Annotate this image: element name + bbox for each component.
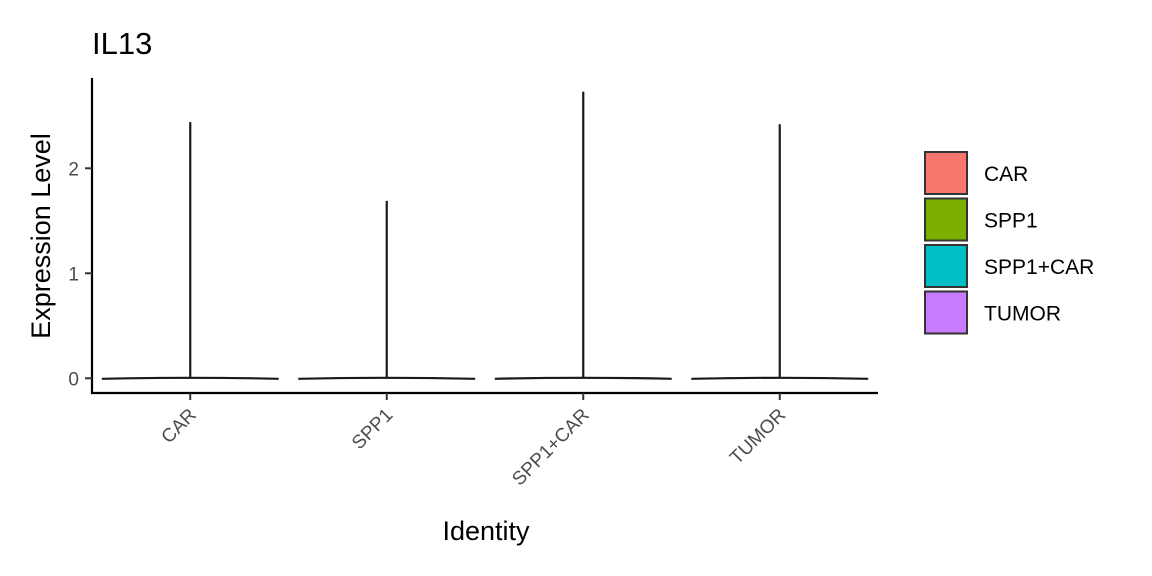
violin-car bbox=[101, 122, 279, 380]
y-axis-title: Expression Level bbox=[26, 133, 56, 339]
chart-title: IL13 bbox=[92, 26, 152, 61]
legend-label: SPP1 bbox=[984, 210, 1038, 233]
legend-key bbox=[924, 197, 968, 242]
legend-key bbox=[924, 244, 968, 288]
legend-label: SPP1+CAR bbox=[984, 256, 1094, 279]
x-axis-title: Identity bbox=[442, 516, 530, 546]
x-tick-label: SPP1+CAR bbox=[508, 405, 593, 490]
violin-tumor bbox=[691, 124, 869, 380]
violin-spp1-car bbox=[494, 91, 672, 380]
plot-area bbox=[101, 91, 869, 380]
violin-spp1 bbox=[298, 200, 476, 380]
x-tick-label: SPP1 bbox=[348, 405, 397, 454]
x-tick-label: TUMOR bbox=[726, 405, 790, 469]
y-tick-label: 2 bbox=[68, 159, 79, 180]
x-tick-label: CAR bbox=[158, 405, 201, 448]
legend-key bbox=[924, 290, 968, 335]
legend: CAR SPP1 SPP1+CAR TUMOR bbox=[924, 151, 1094, 335]
legend-key bbox=[924, 151, 968, 195]
y-tick-label: 1 bbox=[68, 264, 79, 285]
legend-label: TUMOR bbox=[984, 303, 1061, 326]
y-tick-label: 0 bbox=[68, 369, 79, 390]
legend-label: CAR bbox=[984, 163, 1028, 186]
